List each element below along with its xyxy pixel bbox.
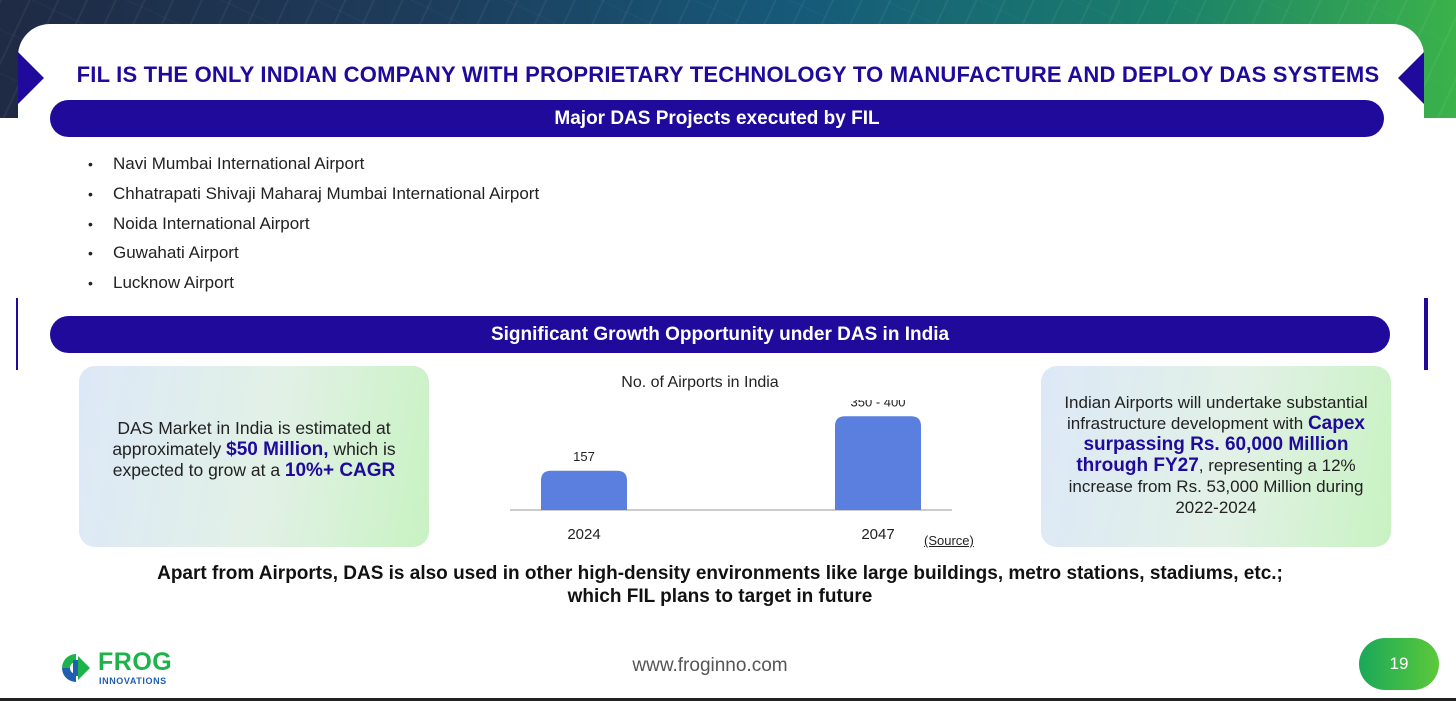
cagr-value: 10%+ CAGR (284, 460, 396, 481)
chart-title: No. of Airports in India (621, 374, 779, 391)
section-title-growth: Significant Growth Opportunity under DAS… (50, 316, 1390, 353)
market-text-1: DAS Market in India is estimated at appr… (112, 418, 391, 459)
list-item: • Lucknow Airport (88, 271, 539, 301)
x-tick-label: 2047 (861, 526, 894, 543)
frog-logo[interactable]: FROG INNOVATIONS (58, 648, 198, 690)
list-item: • Noida International Airport (88, 212, 539, 242)
airports-bar-chart: 157 2024 350 - 400 2047 (510, 400, 952, 543)
project-name: Lucknow Airport (113, 273, 234, 293)
website-link[interactable]: www.froginno.com (632, 655, 788, 676)
market-value: $50 Million, (226, 439, 329, 460)
bullet-icon: • (88, 185, 93, 202)
left-arrow-decoration (18, 52, 44, 104)
bullet-icon: • (88, 156, 93, 172)
chart-bar (835, 416, 921, 510)
project-name: Chhatrapati Shivaji Maharaj Mumbai Inter… (113, 183, 540, 203)
market-size-box: DAS Market in India is estimated at appr… (79, 366, 429, 547)
project-name: Noida International Airport (113, 213, 310, 233)
capex-value: Capex surpassing Rs. 60,000 Million thro… (1076, 413, 1365, 476)
list-item: • Guwahati Airport (88, 241, 539, 271)
project-name: Navi Mumbai International Airport (113, 154, 365, 173)
list-item: • Navi Mumbai International Airport (88, 152, 539, 182)
frog-logo-icon (62, 654, 90, 682)
right-arrow-decoration (1398, 52, 1424, 104)
bullet-icon: • (88, 245, 93, 262)
capex-text-1: Indian Airports will undertake substanti… (1064, 393, 1368, 433)
bullet-icon: • (88, 275, 93, 292)
list-item: • Chhatrapati Shivaji Maharaj Mumbai Inte… (88, 182, 539, 212)
section-title-projects: Major DAS Projects executed by FIL (50, 100, 1384, 137)
projects-list: • Navi Mumbai International Airport • Chha… (88, 152, 539, 301)
x-tick-label: 2024 (567, 526, 600, 543)
page-number-badge: 19 (1359, 638, 1439, 690)
slide-headline: FIL IS THE ONLY INDIAN COMPANY WITH PROP… (76, 62, 1380, 87)
logo-subtext: INNOVATIONS (99, 676, 167, 686)
bottom-note: Apart from Airports, DAS is also used in… (157, 563, 1283, 607)
capex-box: Indian Airports will undertake substanti… (1041, 366, 1391, 547)
bar-data-label: 350 - 400 (851, 400, 906, 409)
bullet-icon: • (88, 215, 93, 232)
market-text-2: which is expected to grow at a (112, 439, 396, 480)
bar-data-label: 157 (573, 449, 595, 464)
chart-bar (541, 470, 627, 510)
logo-text: FROG (98, 648, 173, 676)
source-link[interactable]: (Source) (924, 533, 974, 548)
project-name: Guwahati Airport (113, 243, 239, 263)
footer-divider (0, 698, 1456, 701)
capex-text-2: , representing a 12% increase from Rs. 5… (1068, 456, 1364, 517)
